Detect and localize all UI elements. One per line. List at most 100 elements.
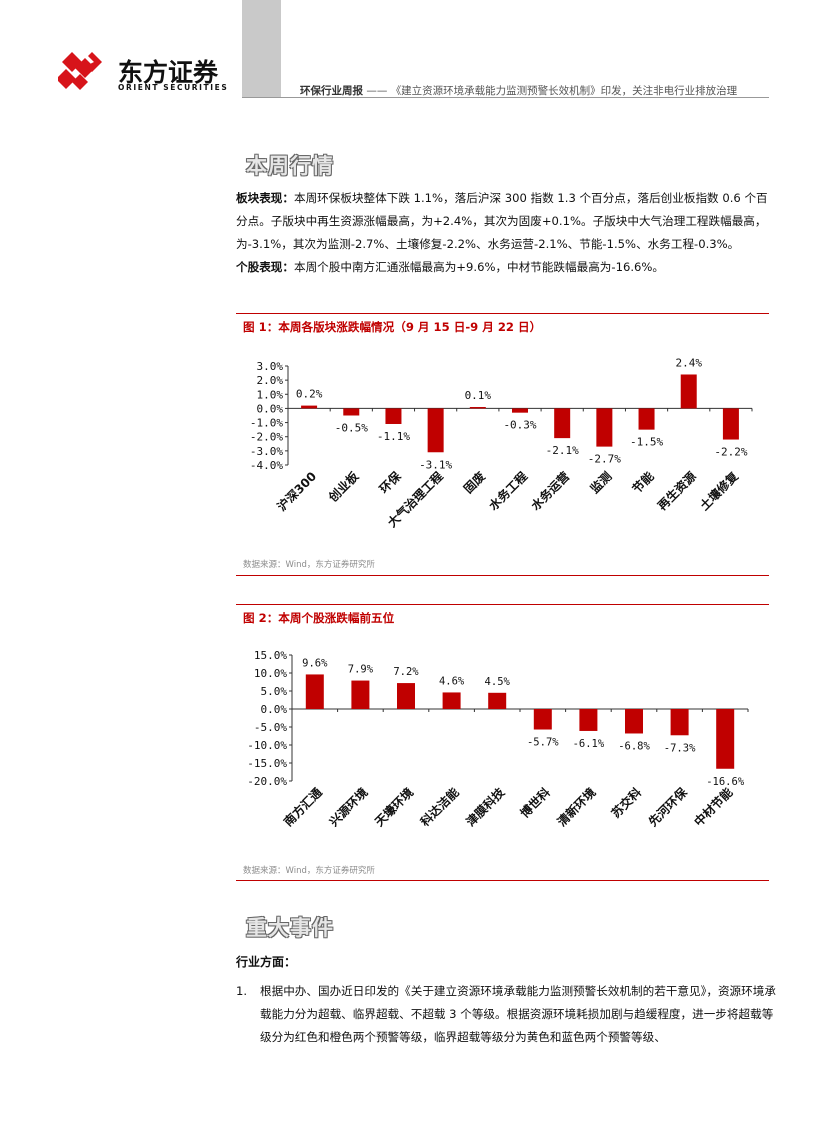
category-label: 沪深300 (274, 469, 319, 514)
category-label: 固废 (460, 469, 488, 497)
chart-bar (488, 692, 507, 709)
y-tick-label: -2.0% (250, 431, 283, 444)
data-label: -2.1% (546, 444, 579, 457)
report-title: 《建立资源环境承载能力监测预警长效机制》印发，关注非电行业排放治理 (390, 85, 738, 97)
figure2-source: 数据来源：Wind，东方证券研究所 (243, 866, 375, 876)
data-label: -2.7% (588, 453, 621, 466)
data-label: -16.6% (706, 776, 745, 788)
header-divider (242, 97, 769, 98)
figure2-top-rule (236, 604, 769, 605)
category-label: 环保 (376, 468, 404, 496)
data-label: -0.5% (335, 422, 368, 435)
chart-bar (625, 709, 643, 734)
category-label: 南方汇通 (280, 785, 325, 830)
data-label: 2.4% (675, 356, 702, 369)
data-label: -2.2% (714, 446, 747, 459)
chart-bar (533, 709, 552, 730)
category-label: 津膜科技 (463, 784, 508, 829)
data-label: 7.9% (348, 664, 374, 676)
chart-bar (343, 408, 360, 416)
data-label: -1.1% (377, 430, 410, 443)
data-label: -7.3% (664, 742, 696, 754)
chart-bar (469, 407, 486, 409)
industry-subheading: 行业方面： (236, 955, 297, 969)
data-label: 4.6% (439, 675, 465, 687)
category-label: 苏交科 (608, 785, 644, 821)
chart-bar (512, 408, 528, 413)
figure1-bottom-rule (236, 575, 769, 576)
figure2-title: 图 2：本周个股涨跌幅前五位 (243, 611, 395, 625)
chart-bar (579, 709, 598, 731)
figure1-source: 数据来源：Wind，东方证券研究所 (243, 560, 375, 570)
category-label: 天壕环境 (372, 785, 417, 830)
category-label: 监测 (587, 469, 615, 497)
category-label: 兴源环境 (326, 785, 371, 830)
data-label: 4.5% (485, 676, 511, 688)
chart-bar (397, 683, 415, 709)
data-label: 7.2% (393, 666, 419, 678)
chart-bar (596, 408, 613, 447)
category-label: 水务工程 (486, 469, 531, 514)
chart-bar (670, 709, 689, 736)
category-label: 节能 (629, 469, 657, 497)
chart-bar (716, 709, 735, 769)
y-tick-label: 5.0% (261, 685, 288, 698)
data-label: -5.7% (527, 737, 559, 749)
chart-bar (442, 692, 461, 709)
data-label: 9.6% (302, 657, 328, 669)
category-label: 水务运营 (528, 469, 573, 514)
chart-bar (638, 408, 655, 430)
figure1-title: 图 1：本周各版块涨跌幅情况（9 月 15 日-9 月 22 日） (243, 320, 542, 334)
data-label: -1.5% (630, 436, 663, 449)
section-heading-market: 本周行情 (246, 154, 334, 178)
company-logo-icon (58, 52, 102, 90)
y-tick-label: -20.0% (247, 775, 287, 788)
y-tick-label: 2.0% (257, 374, 284, 387)
category-label: 再生资源 (654, 469, 699, 514)
data-label: 0.2% (296, 388, 323, 401)
stock-performance-text: 本周个股中南方汇通涨幅最高为+9.6%，中材节能跌幅最高为-16.6%。 (293, 260, 665, 274)
figure2-chart: 15.0% 10.0% 5.0% 0.0% -5.0% -10.0% -15.0% -20.0… (247, 649, 749, 830)
chart-bar (385, 408, 402, 424)
company-name-cn: 东方证券 (118, 58, 219, 87)
section-heading-events: 重大事件 (246, 916, 334, 940)
y-tick-label: -10.0% (247, 739, 287, 752)
stock-performance-label: 个股表现： (236, 260, 294, 274)
sector-performance-text: 本周环保板块整体下跌 1.1%，落后沪深 300 指数 1.3 个百分点，落后创… (236, 191, 768, 251)
chart-bar (427, 408, 444, 453)
list-item-number: 1. (236, 984, 248, 998)
company-name-en: ORIENT SECURITIES (118, 83, 229, 92)
report-header-title: 环保行业周报 —— 《建立资源环境承载能力监测预警长效机制》印发，关注非电行业排… (300, 83, 737, 98)
category-label: 科达洁能 (417, 785, 462, 830)
category-label: 博世科 (517, 785, 553, 821)
chart-bar (305, 674, 324, 709)
y-tick-label: 15.0% (254, 649, 287, 662)
figure1-top-rule (236, 313, 769, 314)
list-item-text: 根据中办、国办近日印发的《关于建立资源环境承载能力监测预警长效机制的若干意见》，… (260, 984, 776, 1044)
header-separator: —— (366, 85, 388, 97)
chart-bar (722, 408, 739, 440)
y-tick-label: -4.0% (250, 459, 283, 472)
category-label: 创业板 (325, 468, 362, 505)
y-tick-label: -5.0% (254, 721, 287, 734)
chart-bar (554, 408, 571, 439)
y-tick-label: 10.0% (254, 667, 287, 680)
category-label: 中材节能 (691, 785, 736, 830)
y-tick-label: 3.0% (257, 360, 284, 373)
data-label: -6.1% (573, 738, 605, 750)
y-tick-label: 1.0% (257, 388, 284, 401)
y-tick-label: 0.0% (257, 402, 284, 415)
report-type: 环保行业周报 (300, 85, 363, 97)
figure2-bottom-rule (236, 880, 769, 881)
y-tick-label: 0.0% (261, 703, 288, 716)
sector-performance-label: 板块表现： (236, 191, 294, 205)
data-label: -6.8% (618, 740, 650, 752)
data-label: -0.3% (503, 419, 536, 432)
chart-bar (680, 374, 697, 409)
header-gray-tab (242, 0, 281, 97)
data-label: -3.1% (419, 458, 452, 471)
category-label: 先河环保 (645, 784, 690, 829)
category-label: 清新环境 (554, 785, 599, 830)
category-label: 土壤修复 (696, 468, 741, 513)
data-label: 0.1% (465, 389, 492, 402)
